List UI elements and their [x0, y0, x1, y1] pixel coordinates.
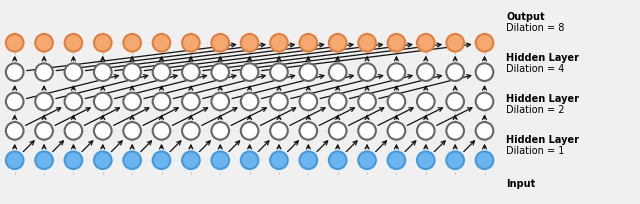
Circle shape: [270, 64, 288, 82]
Circle shape: [6, 35, 24, 52]
Circle shape: [388, 152, 405, 169]
Circle shape: [241, 152, 259, 169]
Circle shape: [124, 152, 141, 169]
Circle shape: [476, 64, 493, 82]
Circle shape: [182, 35, 200, 52]
Text: Output: Output: [506, 12, 545, 22]
Circle shape: [6, 152, 24, 169]
Circle shape: [417, 93, 435, 111]
Circle shape: [124, 64, 141, 82]
Circle shape: [476, 35, 493, 52]
Circle shape: [476, 93, 493, 111]
Circle shape: [300, 35, 317, 52]
Text: Dilation = 8: Dilation = 8: [506, 23, 564, 33]
Circle shape: [6, 64, 24, 82]
Circle shape: [388, 64, 405, 82]
Text: Hidden Layer: Hidden Layer: [506, 135, 579, 144]
Circle shape: [182, 122, 200, 140]
Circle shape: [388, 93, 405, 111]
Circle shape: [446, 93, 464, 111]
Circle shape: [211, 35, 229, 52]
Circle shape: [6, 122, 24, 140]
Circle shape: [35, 64, 53, 82]
Circle shape: [35, 93, 53, 111]
Circle shape: [153, 152, 170, 169]
Circle shape: [270, 93, 288, 111]
Circle shape: [94, 93, 111, 111]
Circle shape: [329, 152, 346, 169]
Circle shape: [6, 93, 24, 111]
Circle shape: [417, 64, 435, 82]
Circle shape: [329, 122, 346, 140]
Circle shape: [329, 64, 346, 82]
Circle shape: [94, 122, 111, 140]
Circle shape: [329, 35, 346, 52]
Circle shape: [94, 152, 111, 169]
Circle shape: [358, 35, 376, 52]
Circle shape: [94, 35, 111, 52]
Circle shape: [211, 93, 229, 111]
Circle shape: [300, 122, 317, 140]
Circle shape: [388, 35, 405, 52]
Circle shape: [35, 35, 53, 52]
Circle shape: [476, 152, 493, 169]
Circle shape: [417, 122, 435, 140]
Circle shape: [153, 35, 170, 52]
Circle shape: [270, 122, 288, 140]
Circle shape: [124, 122, 141, 140]
Circle shape: [35, 122, 53, 140]
Circle shape: [358, 152, 376, 169]
Circle shape: [270, 35, 288, 52]
Circle shape: [446, 122, 464, 140]
Circle shape: [446, 64, 464, 82]
Circle shape: [65, 64, 82, 82]
Circle shape: [35, 152, 53, 169]
Circle shape: [241, 93, 259, 111]
Circle shape: [211, 64, 229, 82]
Circle shape: [241, 64, 259, 82]
Circle shape: [182, 93, 200, 111]
Text: Input: Input: [506, 179, 536, 188]
Circle shape: [300, 93, 317, 111]
Circle shape: [124, 35, 141, 52]
Text: Hidden Layer: Hidden Layer: [506, 94, 579, 104]
Circle shape: [153, 122, 170, 140]
Circle shape: [94, 64, 111, 82]
Circle shape: [65, 35, 82, 52]
Text: Dilation = 2: Dilation = 2: [506, 104, 564, 114]
Circle shape: [211, 152, 229, 169]
Circle shape: [476, 122, 493, 140]
Circle shape: [417, 152, 435, 169]
Circle shape: [182, 64, 200, 82]
Circle shape: [329, 93, 346, 111]
Circle shape: [417, 35, 435, 52]
Circle shape: [65, 93, 82, 111]
Circle shape: [358, 64, 376, 82]
Circle shape: [65, 152, 82, 169]
Circle shape: [65, 122, 82, 140]
Circle shape: [358, 93, 376, 111]
Circle shape: [182, 152, 200, 169]
Text: Dilation = 4: Dilation = 4: [506, 64, 564, 73]
Circle shape: [300, 152, 317, 169]
Circle shape: [241, 122, 259, 140]
Circle shape: [153, 64, 170, 82]
Circle shape: [270, 152, 288, 169]
Circle shape: [300, 64, 317, 82]
Text: Dilation = 1: Dilation = 1: [506, 145, 564, 155]
Circle shape: [241, 35, 259, 52]
Circle shape: [358, 122, 376, 140]
Text: Hidden Layer: Hidden Layer: [506, 53, 579, 63]
Circle shape: [446, 35, 464, 52]
Circle shape: [446, 152, 464, 169]
Circle shape: [124, 93, 141, 111]
Circle shape: [388, 122, 405, 140]
Circle shape: [153, 93, 170, 111]
Circle shape: [211, 122, 229, 140]
